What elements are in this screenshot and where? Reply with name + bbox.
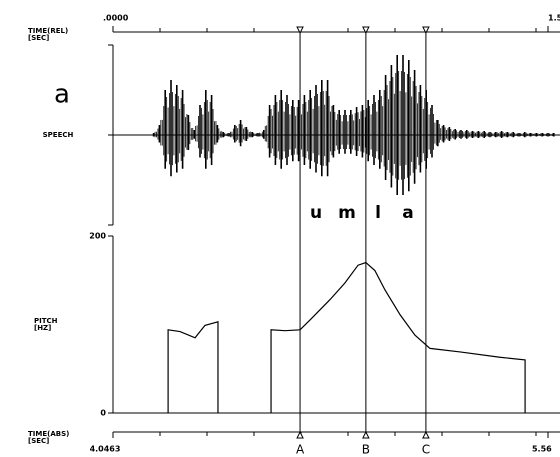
marker-top [362, 26, 370, 35]
marker-bottom [362, 430, 370, 439]
x-axis-label: [SEC] [28, 34, 49, 42]
segment-label: m [338, 203, 356, 223]
y-tick-label: 200 [89, 232, 106, 241]
marker-top [422, 26, 430, 35]
marker-bottom [422, 430, 430, 439]
speech-label: SPEECH [43, 131, 74, 139]
marker-label: B [362, 443, 370, 457]
marker-label: A [296, 443, 305, 457]
segment-label: a [402, 203, 413, 223]
pitch-line [270, 261, 526, 413]
x-axis-label: TIME(REL) [28, 27, 68, 35]
x-tick-label: .0000 [103, 14, 129, 23]
pitch-line [167, 321, 219, 413]
marker-top [296, 26, 304, 35]
x-axis-label: TIME(ABS) [28, 430, 69, 438]
x-tick-label: 1.5 [548, 14, 560, 23]
x2-tick-label: 5.56 [532, 445, 552, 454]
segment-label: u [310, 203, 322, 223]
y-axis-label: PITCH [34, 317, 58, 325]
x2-tick-label: 4.0463 [90, 445, 121, 454]
segment-label: l [375, 203, 381, 223]
panel-label: a [54, 80, 70, 110]
y-tick-label: 0 [100, 409, 106, 418]
marker-bottom [296, 430, 304, 439]
x-axis-label: [SEC] [28, 437, 49, 445]
y-axis-label: [HZ] [34, 324, 51, 332]
marker-label: C [422, 443, 430, 457]
